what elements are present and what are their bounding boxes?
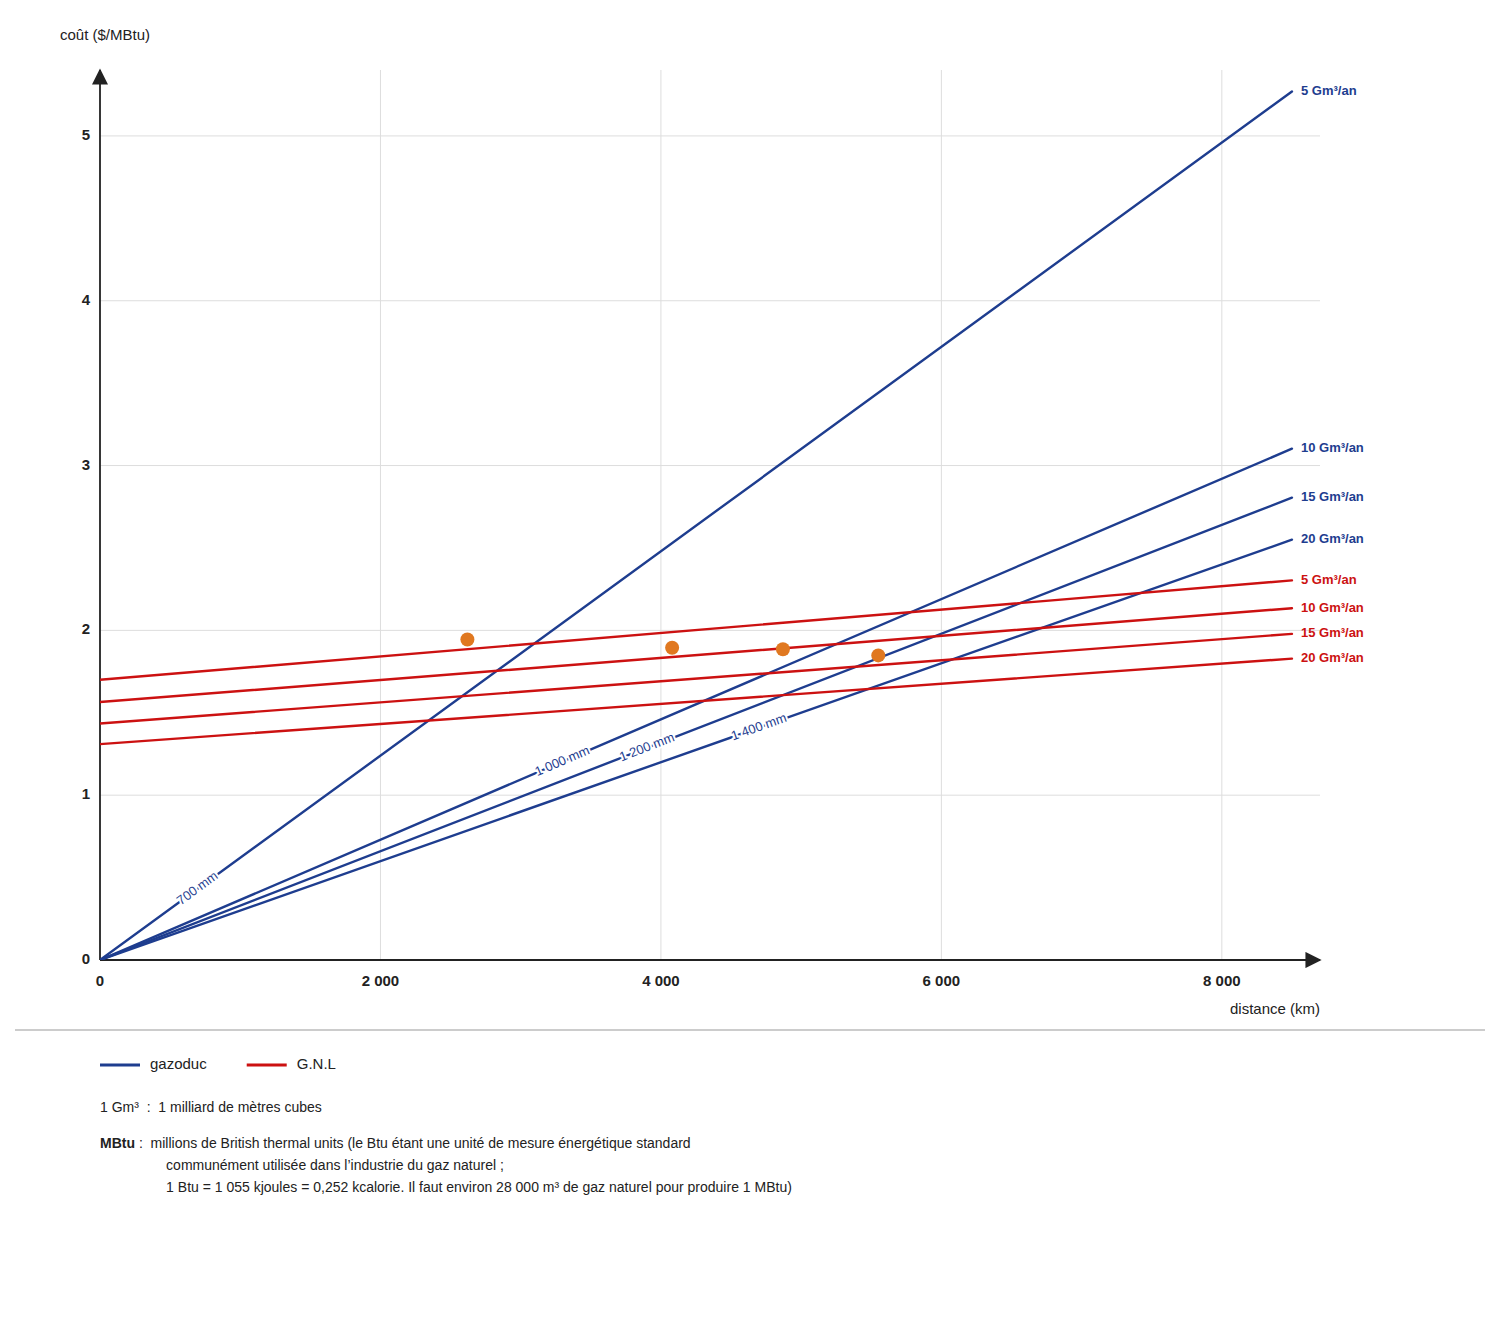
footnote-line: 1 Btu = 1 055 kjoules = 0,252 kcalorie. … xyxy=(135,1179,792,1195)
x-tick-label: 0 xyxy=(96,972,104,989)
y-tick-label: 2 xyxy=(82,620,90,637)
series-line xyxy=(100,449,1292,960)
series-line xyxy=(100,634,1292,724)
grid-line-x xyxy=(660,70,661,960)
series-label: 15 Gm³/an xyxy=(1301,625,1364,640)
data-marks xyxy=(100,91,1292,960)
separator xyxy=(15,1030,1485,1031)
series-label: 15 Gm³/an xyxy=(1301,489,1364,504)
y-tick-label: 1 xyxy=(82,785,90,802)
x-axis-line xyxy=(100,959,1320,961)
grid-line-y xyxy=(100,135,1320,136)
grid xyxy=(100,70,1320,960)
series-label: 20 Gm³/an xyxy=(1301,531,1364,546)
series-labels: 5 Gm³/an 700 mm 10 Gm³/an 1 000 mm 15 Gm³/an… xyxy=(174,83,1364,908)
grid-line-y xyxy=(100,465,1320,466)
diameter-label: 700 mm xyxy=(174,868,221,908)
footnotes: 1 Gm³ : 1 milliard de mètres cubes MBtu :… xyxy=(100,1099,792,1195)
series-label: 10 Gm³/an xyxy=(1301,600,1364,615)
x-tick-label: 4 000 xyxy=(642,972,680,989)
footnote-line: : millions de British thermal units (le … xyxy=(135,1135,691,1151)
series-line xyxy=(100,580,1292,679)
intersection-point xyxy=(665,641,679,655)
x-tick-label: 2 000 xyxy=(362,972,400,989)
legend-label: gazoduc xyxy=(150,1055,207,1072)
x-axis-label: distance (km) xyxy=(1230,1000,1320,1017)
diameter-label: 1 200 mm xyxy=(617,729,676,764)
series-label: 5 Gm³/an xyxy=(1301,572,1357,587)
diameter-label: 1 400 mm xyxy=(729,710,789,743)
series-line xyxy=(100,91,1292,960)
footnote-line: communément utilisée dans l’industrie du… xyxy=(135,1157,504,1173)
series-line xyxy=(100,540,1292,960)
legend: gazoduc G.N.L xyxy=(100,1055,336,1072)
y-tick-label: 4 xyxy=(82,291,91,308)
legend-swatch xyxy=(247,1064,287,1067)
intersection-point xyxy=(460,632,474,646)
intersection-point xyxy=(776,642,790,656)
footnote-line: 1 Gm³ : 1 milliard de mètres cubes xyxy=(100,1099,322,1115)
legend-label: G.N.L xyxy=(297,1055,336,1072)
legend-swatch xyxy=(100,1064,140,1067)
grid-line-x xyxy=(1221,70,1222,960)
series-label: 5 Gm³/an xyxy=(1301,83,1357,98)
grid-line-y xyxy=(100,795,1320,796)
grid-line-x xyxy=(380,70,381,960)
footnote-term: MBtu xyxy=(100,1135,135,1151)
intersection-point xyxy=(871,648,885,662)
grid-line-x xyxy=(941,70,942,960)
grid-line-y xyxy=(100,300,1320,301)
x-tick-label: 8 000 xyxy=(1203,972,1241,989)
diameter-label: 1 000 mm xyxy=(533,742,592,779)
x-tick-label: 6 000 xyxy=(923,972,961,989)
y-tick-label: 5 xyxy=(82,126,90,143)
grid-line-y xyxy=(100,960,1320,961)
y-tick-label: 3 xyxy=(82,456,90,473)
series-line xyxy=(100,498,1292,960)
series-line xyxy=(100,659,1292,744)
y-axis-line xyxy=(99,70,101,960)
y-tick-label: 0 xyxy=(82,950,90,967)
series-line xyxy=(100,608,1292,702)
chart: 0 2 000 4 000 6 000 8 000 0 1 2 3 4 5 coût ($/MBtu)… xyxy=(0,0,1500,1320)
grid-line-x xyxy=(100,70,101,960)
series-label: 20 Gm³/an xyxy=(1301,650,1364,665)
y-axis-label: coût ($/MBtu) xyxy=(60,26,150,43)
series-label: 10 Gm³/an xyxy=(1301,440,1364,455)
